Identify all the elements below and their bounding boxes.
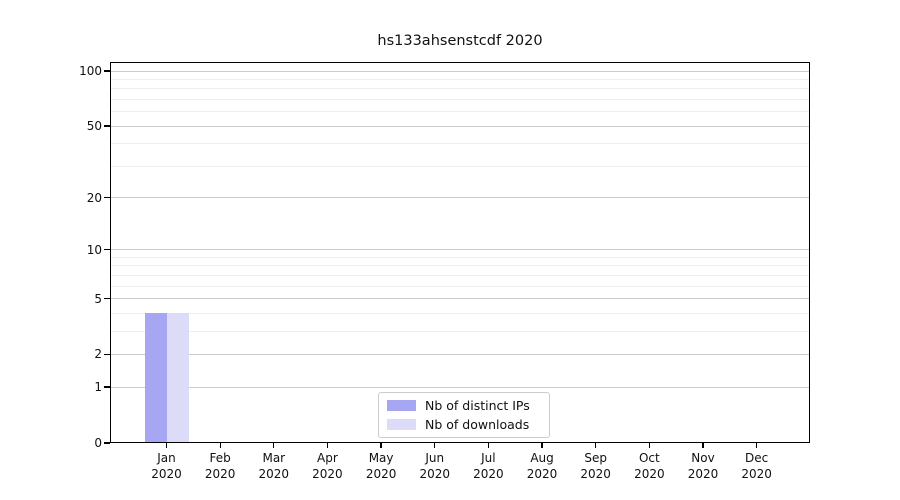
x-tick-label: Mar 2020: [258, 451, 290, 481]
x-tick-label: Feb 2020: [204, 451, 236, 481]
y-gridline-major: [110, 197, 810, 199]
x-tick: [165, 443, 168, 448]
chart-title: hs133ahsenstcdf 2020: [377, 33, 543, 49]
x-tick: [434, 443, 436, 448]
x-tick-label: Jan 2020: [151, 451, 182, 481]
y-tick: [104, 125, 110, 127]
y-gridline-minor: [110, 256, 810, 258]
y-tick-label: 1: [94, 380, 102, 395]
x-tick: [756, 443, 758, 448]
y-tick-label: 10: [86, 242, 102, 257]
y-gridline-minor: [110, 111, 810, 113]
x-tick: [326, 443, 329, 448]
y-gridline-minor: [110, 274, 810, 276]
y-tick: [104, 442, 110, 444]
y-gridline-major: [110, 353, 810, 355]
y-tick: [104, 196, 110, 199]
y-tick-label: 2: [94, 347, 102, 362]
legend-swatch-distinct-ips: [387, 400, 416, 411]
y-tick: [104, 297, 110, 300]
y-tick-label: 5: [94, 291, 102, 306]
x-tick-label: Apr 2020: [312, 451, 343, 481]
x-tick-label: Jul 2020: [473, 451, 504, 481]
x-tick-label: Sep 2020: [580, 451, 611, 481]
bar-downloads: [166, 313, 189, 443]
y-gridline-minor: [110, 98, 810, 100]
y-gridline-major: [110, 249, 810, 251]
y-gridline-minor: [110, 330, 810, 332]
plot-area: [110, 62, 810, 443]
y-gridline-minor: [110, 78, 810, 80]
legend-item-downloads: Nb of downloads: [387, 416, 541, 433]
y-gridline-minor: [110, 285, 810, 287]
x-tick: [648, 443, 650, 448]
y-tick: [104, 249, 110, 251]
x-tick: [702, 443, 704, 448]
legend: Nb of distinct IPs Nb of downloads: [378, 392, 550, 438]
y-gridline-minor: [110, 165, 810, 167]
x-tick: [487, 443, 490, 448]
legend-swatch-downloads: [387, 419, 416, 430]
x-tick: [273, 443, 275, 448]
y-gridline-minor: [110, 88, 810, 90]
y-tick-label: 0: [94, 436, 102, 450]
x-tick: [541, 443, 543, 448]
y-gridline-minor: [110, 143, 810, 145]
x-tick-label: Aug 2020: [526, 451, 558, 481]
legend-label-downloads: Nb of downloads: [425, 417, 530, 432]
y-tick: [104, 70, 110, 72]
y-tick-label: 100: [79, 64, 102, 79]
x-tick-label: May 2020: [365, 451, 397, 481]
x-tick: [380, 443, 382, 448]
y-gridline-minor: [110, 265, 810, 267]
legend-item-distinct-ips: Nb of distinct IPs: [387, 397, 541, 414]
x-tick-label: Jun 2020: [419, 451, 451, 481]
bar-distinct-ips: [144, 313, 167, 443]
legend-label-distinct-ips: Nb of distinct IPs: [425, 398, 530, 413]
y-tick-label: 20: [86, 190, 102, 205]
y-tick-label: 50: [86, 119, 102, 134]
y-tick: [104, 353, 110, 356]
y-gridline-major: [110, 386, 810, 388]
y-gridline-minor: [110, 312, 810, 314]
x-tick-label: Nov 2020: [687, 451, 719, 481]
x-tick: [219, 443, 221, 448]
y-gridline-major: [110, 70, 810, 72]
x-tick-label: Oct 2020: [634, 451, 665, 481]
y-gridline-major: [110, 298, 810, 300]
x-tick: [595, 443, 597, 448]
y-tick: [104, 386, 110, 388]
x-tick-label: Dec 2020: [741, 451, 772, 481]
y-gridline-major: [110, 125, 810, 127]
